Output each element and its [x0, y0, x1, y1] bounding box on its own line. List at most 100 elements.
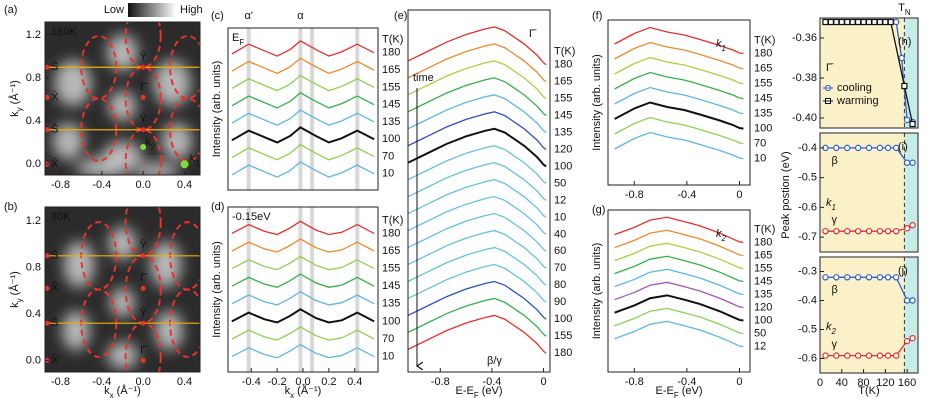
x-tick-label: 0	[736, 189, 742, 201]
x-axis-label: T(K)	[858, 385, 879, 397]
point	[854, 144, 862, 152]
plot-frame	[607, 19, 751, 186]
series-label: 180	[554, 59, 572, 71]
series-line	[231, 161, 375, 178]
series-label: γ	[831, 214, 837, 226]
series-line	[614, 320, 744, 348]
y-tick-label: -0.4	[798, 142, 817, 154]
annotation-sub: 1	[832, 203, 836, 212]
series-label: 180	[554, 347, 572, 359]
y-tick-label: -0.6	[798, 201, 817, 213]
x-axis-label: E-EF (eV)	[455, 385, 502, 398]
series-line	[614, 281, 744, 309]
point	[838, 18, 845, 26]
point	[865, 227, 873, 235]
point	[893, 274, 900, 281]
point	[849, 18, 856, 26]
edge-dot	[44, 285, 50, 291]
highlight-band	[310, 207, 315, 372]
series-label: 145	[382, 99, 400, 111]
y-axis-label: ky (Å⁻¹)	[8, 271, 24, 308]
transition-label-part: T	[898, 2, 905, 14]
x-tick-label: 0	[540, 376, 546, 388]
y-tick-label: -0.5	[798, 172, 817, 184]
point	[884, 352, 892, 359]
point	[909, 159, 916, 166]
series-label: 135	[754, 108, 772, 120]
legend-title: T(K)	[754, 35, 775, 47]
x-tick-label: 120	[876, 377, 894, 389]
point	[854, 352, 862, 359]
inner-dot	[140, 357, 146, 363]
series-line	[231, 290, 375, 306]
point	[822, 352, 829, 359]
series-label: 145	[382, 280, 400, 292]
inner-dot	[140, 94, 146, 100]
annotation-part: k	[826, 321, 832, 333]
x-tick-label: -0.8	[625, 376, 644, 388]
transition-label: TN	[898, 2, 911, 17]
colorbar	[128, 3, 176, 17]
x-tick-label: -0.8	[625, 189, 644, 201]
point	[844, 352, 851, 359]
x-axis-label-part: k	[285, 385, 291, 397]
x-axis-label-part: (Å⁻¹)	[294, 384, 321, 397]
point	[854, 227, 862, 235]
inner-dot	[140, 127, 146, 133]
highlight-band	[246, 28, 251, 190]
edge-label: X̄	[51, 91, 59, 104]
plot-frame	[227, 27, 379, 191]
x-tick-label: 0.2	[321, 376, 336, 388]
series-label: 165	[382, 64, 400, 76]
series-label: 12	[754, 340, 766, 352]
series-label: 180	[754, 48, 772, 60]
annotation-part: E	[232, 32, 239, 44]
edge-label: S̄	[51, 316, 58, 329]
series-label: 10	[754, 153, 766, 165]
y-axis-label-sub: y	[15, 107, 24, 111]
annotation: k2	[716, 228, 727, 243]
x-tick-label: -0.4	[482, 376, 501, 388]
series-line	[231, 308, 375, 324]
y-axis-label: Intensity (arb. units)	[591, 54, 603, 151]
y-axis-label: ky (Å⁻¹)	[8, 80, 24, 117]
y-tick-label: -0.7	[798, 231, 817, 243]
series-line	[614, 101, 744, 130]
legend-label: warming	[836, 95, 879, 107]
point	[833, 18, 840, 26]
ordered-region	[820, 18, 905, 128]
series-label: 100	[382, 133, 400, 145]
y-tick-label: 1.2	[26, 215, 41, 227]
transition-label-sub: N	[905, 8, 911, 17]
point	[833, 227, 840, 235]
series-label: 145	[554, 109, 572, 121]
series-label: 155	[754, 78, 772, 90]
series-line	[231, 238, 375, 253]
series-line	[231, 255, 375, 271]
series-label: 70	[382, 333, 394, 345]
series-line	[614, 242, 744, 270]
inner-label: Γ̄	[140, 344, 148, 356]
series-label: 145	[754, 275, 772, 287]
map-intensity	[161, 122, 193, 160]
inner-label: Ȳ	[139, 114, 147, 126]
series-line	[407, 111, 547, 151]
point	[855, 18, 862, 26]
k-label-part: k	[145, 137, 151, 149]
panel-label: (g)	[592, 204, 605, 216]
annotation: k1	[716, 38, 726, 53]
x-tick-label: -0.4	[92, 376, 111, 388]
inner-dot	[140, 320, 146, 326]
highlight-band	[310, 28, 315, 190]
x-tick-label: 160	[898, 377, 916, 389]
temperature-label: 30K	[51, 211, 71, 223]
plot-frame	[819, 256, 919, 374]
k-point	[140, 143, 147, 150]
series-line	[825, 147, 913, 164]
edge-dot	[44, 94, 50, 100]
x-tick-label: 0.4	[177, 179, 192, 191]
y-axis-label-part: k	[9, 302, 21, 308]
series-line	[407, 43, 547, 83]
x-tick-label: 40	[836, 377, 848, 389]
point	[822, 18, 829, 26]
